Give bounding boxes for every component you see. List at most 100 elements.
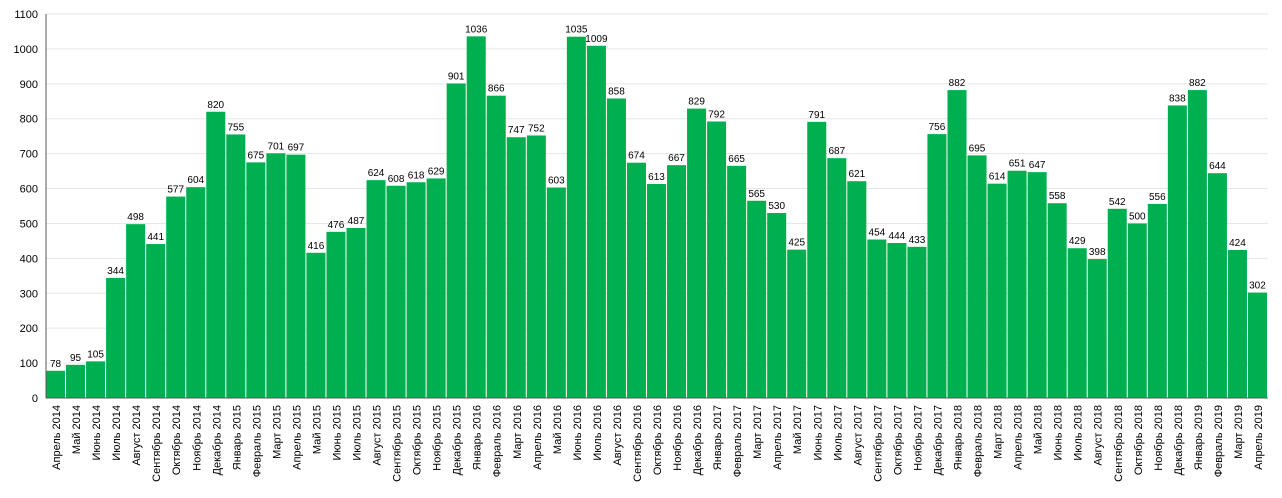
bar [787,249,807,398]
data-label: 105 [87,349,104,360]
bar [426,178,446,398]
bar [646,184,667,398]
y-tick-label: 400 [20,253,38,265]
data-label: 687 [828,146,845,157]
data-label: 752 [528,123,545,134]
x-tick-label: Январь 2019 [1193,405,1205,470]
bar [566,36,586,398]
y-tick-label: 1000 [14,44,38,56]
data-label: 820 [207,100,224,111]
x-tick-label: Ноябрь 2017 [912,405,924,471]
data-label: 425 [788,238,805,249]
data-label: 882 [949,78,966,89]
x-tick-label: Июнь 2018 [1053,405,1065,461]
data-label: 651 [1009,159,1026,170]
bar [1227,249,1247,398]
bar [466,36,486,399]
y-tick-label: 1100 [14,9,38,21]
data-label: 901 [448,71,465,82]
data-label: 424 [1229,238,1246,249]
bar [126,224,146,398]
bar [947,90,967,398]
bar [887,243,907,398]
data-label: 344 [107,266,124,277]
data-label: 647 [1029,160,1046,171]
bar [506,137,526,399]
bar [967,155,987,398]
y-tick-label: 500 [20,218,38,230]
y-tick-label: 600 [20,184,38,196]
x-tick-label: Август 2015 [372,405,384,466]
y-tick-label: 0 [32,393,38,405]
x-tick-label: Апрель 2017 [772,405,784,470]
x-tick-label: Июнь 2017 [812,405,824,461]
x-tick-label: Ноябрь 2014 [191,405,203,471]
x-tick-label: Октябрь 2017 [892,405,904,475]
x-tick-label: Январь 2016 [472,405,484,470]
bar [1187,90,1207,398]
data-label: 697 [288,143,305,154]
bar [406,182,426,398]
data-label: 621 [848,169,865,180]
y-tick-label: 300 [20,288,38,300]
x-tick-label: Июль 2014 [111,405,123,461]
data-label: 603 [548,176,565,187]
data-label: 644 [1209,161,1226,172]
bar [246,162,266,398]
x-tick-label: Июль 2016 [592,405,604,461]
x-tick-label: Октябрь 2014 [171,405,183,475]
bar [1127,223,1147,398]
data-label: 792 [708,110,725,121]
data-label: 675 [247,150,264,161]
data-label: 441 [147,232,164,243]
bar [446,83,466,398]
x-tick-label: Февраль 2015 [251,405,263,477]
x-tick-label: Май 2015 [311,405,323,454]
data-label: 558 [1049,191,1066,202]
bar [1247,292,1267,398]
x-tick-label: Декабрь 2016 [692,405,704,475]
bar [166,196,186,398]
bar [266,153,286,398]
bar [827,158,847,398]
data-label: 1035 [565,25,588,36]
bar [66,364,86,398]
bars [46,36,1267,399]
x-tick-label: Сентябрь 2015 [392,405,404,482]
x-tick-label: Август 2018 [1093,405,1105,466]
data-label: 747 [508,125,525,136]
bar [606,98,626,398]
y-tick-labels: 0 100 200 300 400 500 600 700 800 900 1000 1100 [14,9,38,405]
bar [1167,105,1187,399]
bar [1027,172,1047,398]
data-label: 614 [989,172,1006,183]
data-label: 433 [909,235,926,246]
data-label: 556 [1149,192,1166,203]
data-label: 1009 [585,34,608,45]
x-tick-label: Май 2017 [792,405,804,454]
bar [86,361,106,398]
data-label: 756 [929,122,946,133]
x-tick-label: Сентябрь 2014 [151,405,163,482]
bar [1087,259,1107,398]
x-tick-label: Декабрь 2017 [932,405,944,475]
bar [687,108,707,398]
data-label: 755 [227,122,244,133]
x-tick-label: Апрель 2018 [1013,405,1025,470]
data-label: 665 [728,154,745,165]
x-tick-label: Июль 2015 [352,405,364,461]
x-tick-label: Январь 2015 [231,405,243,470]
bar [46,370,66,398]
data-label: 577 [167,185,184,196]
bar [366,180,386,398]
x-tick-label: Сентябрь 2016 [632,405,644,482]
bar [667,165,687,398]
data-label: 416 [308,241,325,252]
bar [727,165,747,398]
data-label: 624 [368,168,385,179]
bar [1007,170,1027,398]
data-label: 701 [268,141,285,152]
data-label: 302 [1249,281,1266,292]
x-tick-labels: Апрель 2014 Май 2014 Июнь 2014 Июль 2014 Авг… [51,405,1265,482]
